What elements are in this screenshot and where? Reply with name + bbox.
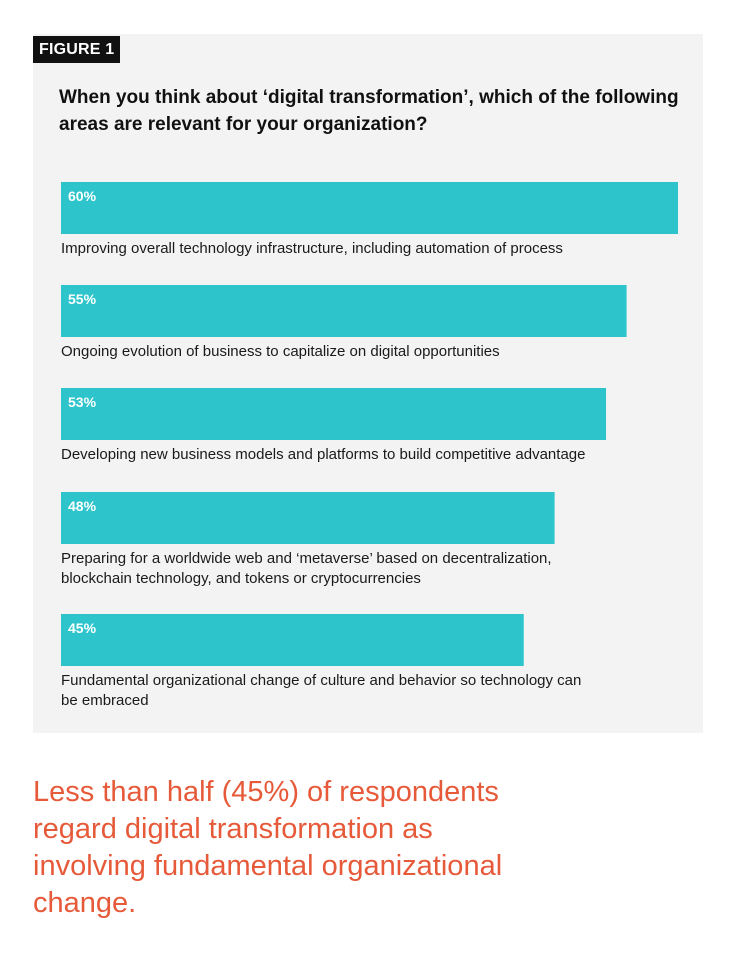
bar-value-label-2: 55% bbox=[68, 291, 97, 307]
question-title: When you think about ‘digital transforma… bbox=[59, 87, 679, 135]
bar-1 bbox=[61, 182, 678, 234]
figure-label: FIGURE 1 bbox=[33, 36, 121, 63]
bar-value-label-3: 53% bbox=[68, 394, 97, 410]
bar-value-label-5: 45% bbox=[68, 620, 97, 636]
headline-text: Less than half (45%) of respondents rega… bbox=[33, 776, 503, 919]
category-label-1: Improving overall technology infrastruct… bbox=[61, 240, 563, 257]
category-label-3: Developing new business models and platf… bbox=[61, 446, 585, 463]
category-label-2: Ongoing evolution of business to capital… bbox=[61, 343, 500, 360]
bar-value-label-4: 48% bbox=[68, 498, 97, 514]
bar-3 bbox=[61, 388, 607, 440]
bar-4 bbox=[61, 492, 555, 544]
bar-2 bbox=[61, 285, 627, 337]
bar-value-label-1: 60% bbox=[68, 188, 97, 204]
bar-5 bbox=[61, 614, 524, 666]
category-label-4: Preparing for a worldwide web and ‘metav… bbox=[61, 550, 552, 587]
category-label-5: Fundamental organizational change of cul… bbox=[61, 672, 581, 709]
